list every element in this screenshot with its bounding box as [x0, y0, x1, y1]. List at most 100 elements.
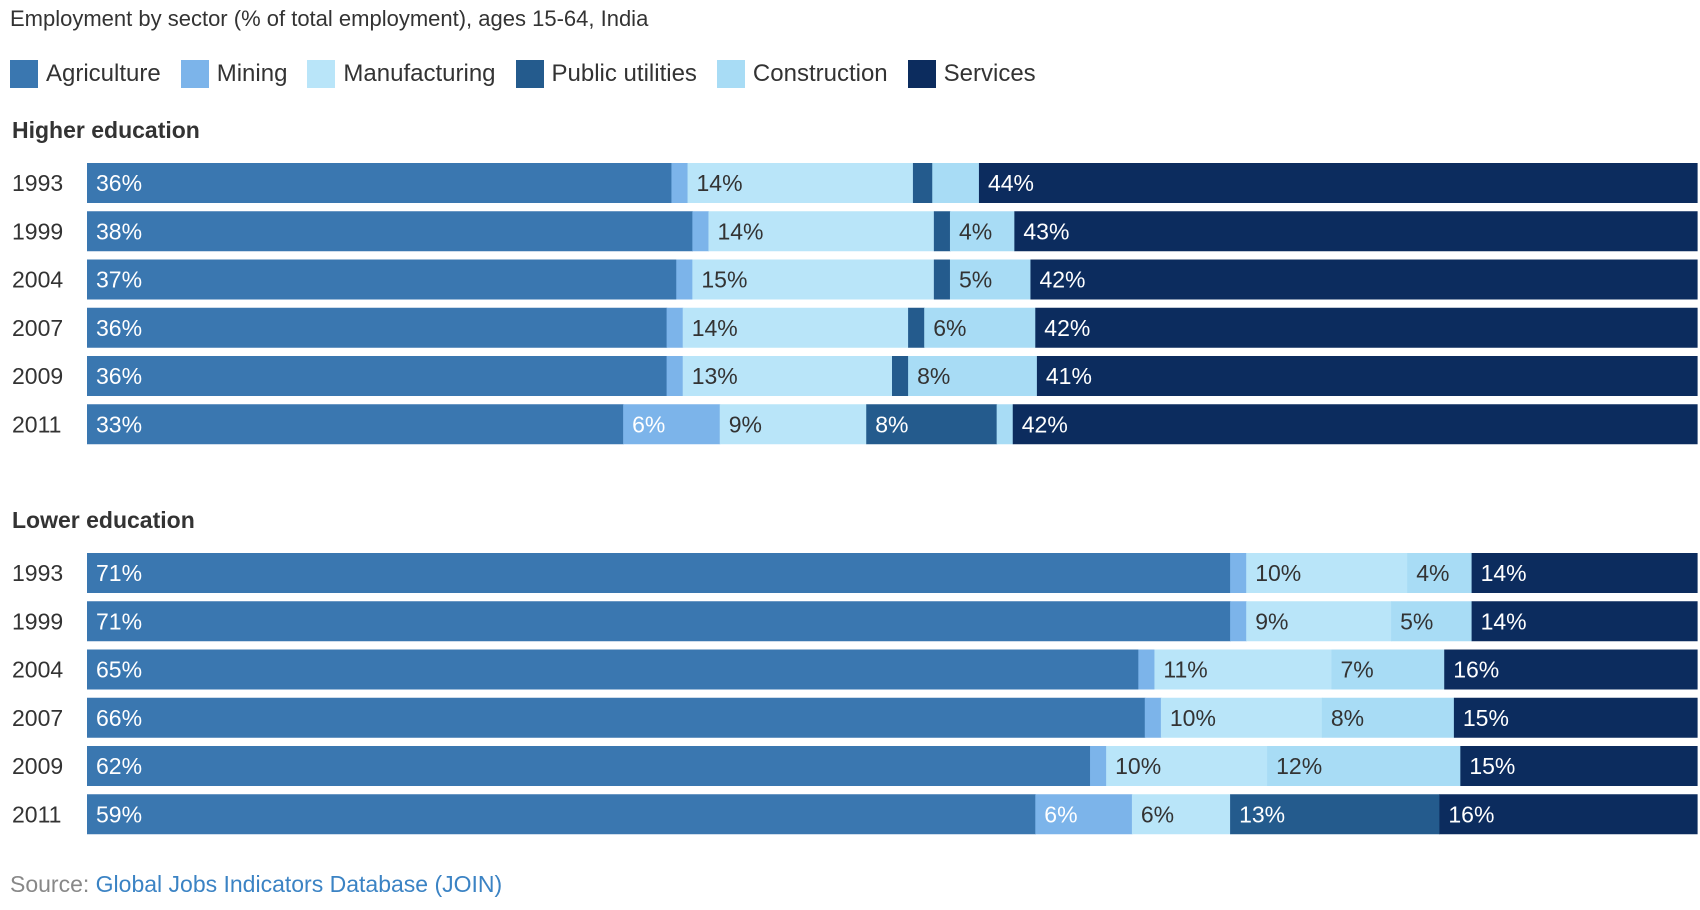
- bar-segment-services: [1460, 746, 1698, 786]
- year-label: 2004: [12, 267, 63, 293]
- data-label: 38%: [96, 218, 142, 244]
- data-label: 6%: [1141, 801, 1174, 827]
- panel-title: Higher education: [12, 117, 200, 143]
- bar-segment-public-utilities: [908, 307, 925, 348]
- bar-segment-construction: [949, 211, 1015, 252]
- data-label: 6%: [1044, 801, 1077, 827]
- bar-segment-mining: [666, 356, 684, 396]
- bar-segment-mining: [666, 307, 684, 348]
- bar-segment-services: [1036, 356, 1698, 396]
- legend-label: Public utilities: [551, 60, 697, 87]
- bar-segment-mining: [1035, 794, 1133, 835]
- legend-swatch: [307, 60, 336, 88]
- data-label: 36%: [96, 315, 142, 341]
- bar-segment-services: [1471, 601, 1698, 642]
- data-label: 71%: [96, 560, 142, 586]
- data-label: 44%: [988, 170, 1034, 196]
- year-label: 1993: [12, 170, 63, 196]
- legend-swatch: [10, 60, 38, 88]
- data-label: 14%: [717, 218, 763, 244]
- bar-segment-manufacturing: [1106, 746, 1268, 786]
- data-label: 4%: [959, 218, 992, 244]
- data-label: 9%: [1255, 608, 1288, 634]
- bar-segment-mining: [1090, 746, 1107, 786]
- bar-segment-construction: [1267, 746, 1461, 786]
- bar-segment-agriculture: [87, 307, 668, 348]
- data-label: 10%: [1170, 705, 1216, 731]
- data-label: 37%: [96, 267, 142, 293]
- bar-segment-services: [1014, 211, 1698, 252]
- bar-segment-public-utilities: [912, 163, 933, 203]
- bar-segment-agriculture: [87, 794, 1036, 835]
- data-label: 43%: [1023, 218, 1069, 244]
- data-label: 15%: [1463, 705, 1509, 731]
- bar-segment-construction: [1391, 601, 1473, 642]
- bar-segment-manufacturing: [719, 404, 867, 445]
- bar-segment-mining: [1138, 649, 1156, 690]
- bar-segment-mining: [623, 404, 721, 445]
- data-label: 8%: [917, 363, 950, 389]
- bar-segment-services: [1035, 307, 1698, 348]
- data-label: 5%: [1400, 608, 1433, 634]
- data-label: 15%: [1469, 753, 1515, 779]
- bar-segment-construction: [949, 259, 1032, 300]
- data-label: 71%: [96, 608, 142, 634]
- data-label: 14%: [692, 315, 738, 341]
- bar-segment-public-utilities: [933, 259, 951, 300]
- bar-segment-mining: [676, 259, 693, 300]
- data-label: 41%: [1046, 363, 1092, 389]
- bar-segment-services: [1439, 794, 1698, 835]
- legend-item-manufacturing: Manufacturing: [307, 60, 496, 88]
- data-label: 42%: [1044, 315, 1090, 341]
- source-note: Source: Global Jobs Indicators Database …: [10, 871, 502, 898]
- source-link[interactable]: Global Jobs Indicators Database (JOIN): [95, 871, 503, 897]
- bar-segment-agriculture: [87, 553, 1231, 593]
- data-label: 10%: [1115, 753, 1161, 779]
- legend-swatch: [907, 60, 936, 88]
- year-label: 1999: [12, 608, 63, 634]
- data-label: 8%: [1331, 705, 1364, 731]
- data-label: 6%: [933, 315, 966, 341]
- bar-segment-manufacturing: [687, 163, 914, 203]
- data-label: 36%: [96, 363, 142, 389]
- legend-swatch: [180, 60, 209, 88]
- legend: Agriculture Mining Manufacturing Public uti…: [10, 60, 1056, 88]
- legend-item-mining: Mining: [180, 60, 288, 88]
- bar-segment-agriculture: [87, 163, 673, 203]
- data-label: 14%: [697, 170, 743, 196]
- bar-segment-mining: [1144, 697, 1162, 738]
- bar-segment-services: [1453, 697, 1698, 738]
- legend-label: Mining: [216, 60, 288, 87]
- data-label: 59%: [96, 801, 142, 827]
- data-label: 36%: [96, 170, 142, 196]
- bar-segment-public-utilities: [1230, 794, 1440, 835]
- year-label: 1999: [12, 218, 63, 244]
- bar-segment-construction: [932, 163, 980, 203]
- bar-segment-construction: [924, 307, 1036, 348]
- year-label: 2011: [12, 801, 61, 827]
- bar-segment-agriculture: [87, 259, 677, 300]
- data-label: 42%: [1022, 411, 1068, 437]
- legend-item-construction: Construction: [716, 60, 888, 88]
- data-label: 62%: [96, 753, 142, 779]
- bar-segment-services: [1012, 404, 1698, 445]
- panel-title: Lower education: [12, 507, 195, 533]
- source-prefix: Source:: [10, 871, 96, 897]
- year-label: 2009: [12, 363, 63, 389]
- data-label: 16%: [1453, 657, 1499, 683]
- bar-segment-construction: [1321, 697, 1455, 738]
- data-label: 12%: [1276, 753, 1322, 779]
- legend-label: Agriculture: [46, 60, 161, 87]
- bar-segment-manufacturing: [1131, 794, 1231, 835]
- bar-segment-agriculture: [87, 649, 1139, 690]
- legend-swatch: [716, 60, 745, 88]
- bar-segment-public-utilities: [933, 211, 951, 252]
- bar-segment-mining: [671, 163, 689, 203]
- data-label: 13%: [692, 363, 738, 389]
- data-label: 4%: [1416, 560, 1449, 586]
- year-label: 2007: [12, 315, 63, 341]
- legend-swatch: [515, 60, 544, 88]
- data-label: 9%: [729, 411, 762, 437]
- bar-segment-services: [1444, 649, 1698, 690]
- bar-segment-manufacturing: [1154, 649, 1333, 690]
